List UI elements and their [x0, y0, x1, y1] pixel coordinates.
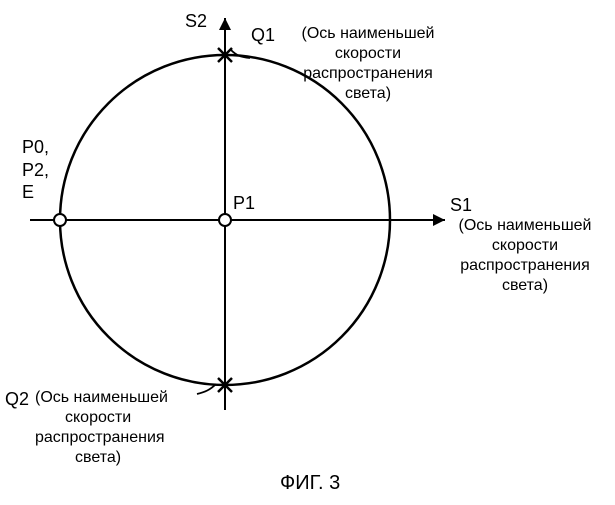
caption-s1-line4: света)	[502, 277, 548, 294]
label-p0-stack: P0, P2, E	[22, 136, 49, 204]
label-q1: Q1	[251, 24, 275, 47]
caption-q2-line2: скорости	[35, 409, 131, 426]
caption-q1-line2: скорости	[335, 45, 401, 62]
label-s1: S1	[450, 194, 472, 217]
caption-s1-line2: скорости	[492, 237, 558, 254]
caption-q1: (Ось наименьшей скорости распространения…	[283, 24, 453, 104]
label-p0-line3: E	[22, 182, 34, 202]
label-p0-line2: P2,	[22, 160, 49, 180]
poincare-diagram: S2 Q1 (Ось наименьшей скорости распростр…	[0, 0, 615, 500]
caption-q2-line1: (Ось наименьшей	[35, 389, 168, 406]
label-p1: P1	[233, 192, 255, 215]
label-s2: S2	[185, 10, 207, 33]
caption-s1: (Ось наименьшей скорости распространения…	[440, 216, 610, 296]
caption-s1-line3: распространения	[460, 257, 590, 274]
caption-s1-line1: (Ось наименьшей	[459, 217, 592, 234]
figure-caption: ФИГ. 3	[280, 472, 340, 495]
caption-q2-line3: распространения	[35, 429, 165, 446]
caption-q1-line4: света)	[345, 85, 391, 102]
caption-q1-line3: распространения	[303, 65, 433, 82]
label-p0-line1: P0,	[22, 137, 49, 157]
marker-p0	[54, 214, 66, 226]
caption-q2-line4: света)	[35, 449, 121, 466]
axis-s2-arrow	[219, 18, 231, 30]
caption-q1-line1: (Ось наименьшей	[302, 25, 435, 42]
caption-q2: (Ось наименьшей скорости распространения…	[35, 388, 205, 468]
marker-p1	[219, 214, 231, 226]
label-q2: Q2	[5, 388, 29, 411]
